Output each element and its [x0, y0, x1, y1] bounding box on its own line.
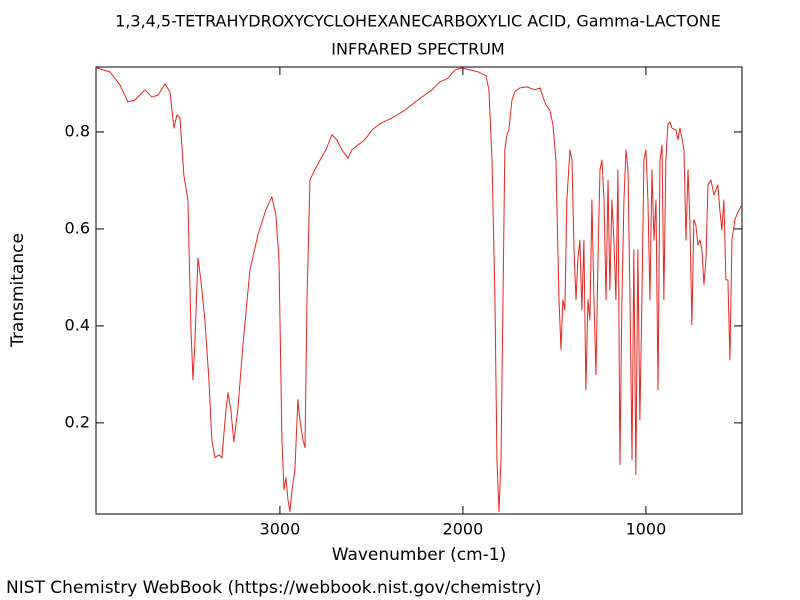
x-axis-label: Wavenumber (cm-1)	[332, 545, 507, 565]
y-tick-label: 0.4	[65, 315, 90, 334]
x-tick-label: 2000	[443, 520, 484, 539]
x-tick-label: 3000	[260, 520, 301, 539]
y-tick-label: 0.2	[65, 412, 90, 431]
plot-frame	[95, 66, 743, 515]
x-tick-label: 1000	[626, 520, 667, 539]
chart-title: 1,3,4,5-TETRAHYDROXYCYCLOHEXANECARBOXYLI…	[115, 12, 721, 31]
y-tick-label: 0.6	[65, 218, 90, 237]
chart-subtitle: INFRARED SPECTRUM	[331, 40, 504, 59]
y-tick-label: 0.8	[65, 121, 90, 140]
y-axis-label: Transmitance	[8, 233, 28, 348]
spectrum-line	[96, 67, 743, 513]
footer: NIST Chemistry WebBook (https://webbook.…	[6, 578, 541, 598]
